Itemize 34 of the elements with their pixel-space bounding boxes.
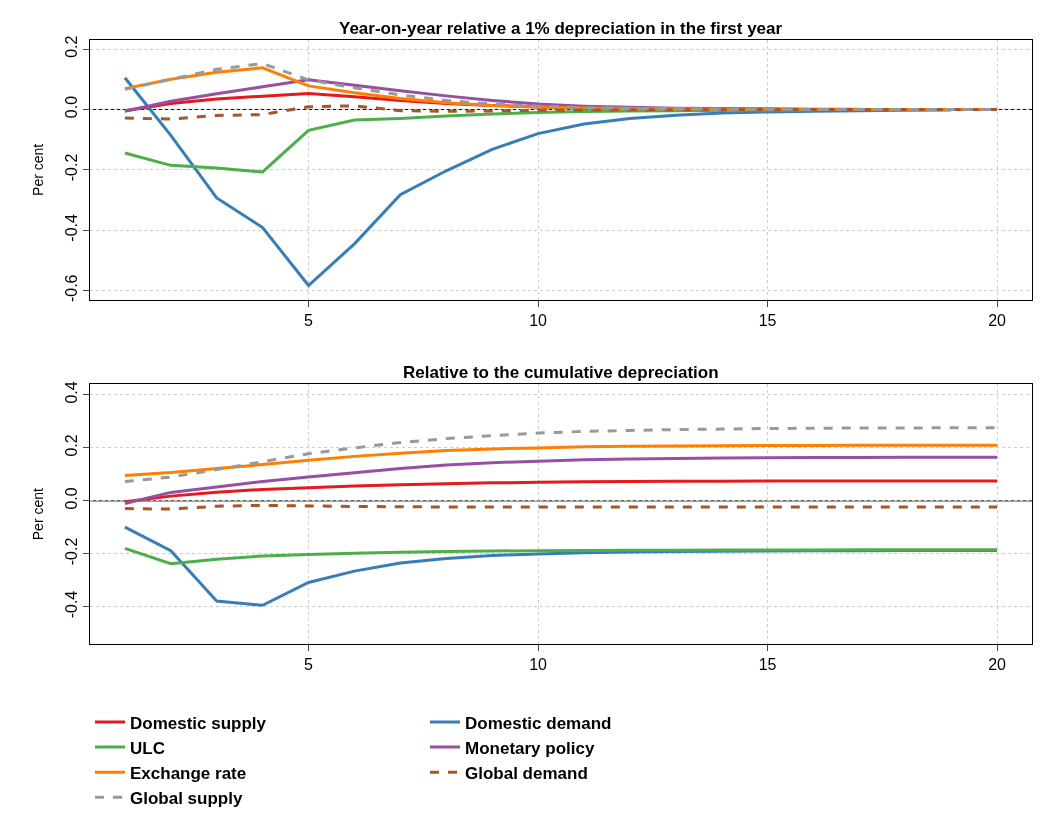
line-series [123, 443, 999, 477]
x-tick-label: 15 [758, 311, 777, 329]
x-tick-label: 5 [304, 311, 314, 329]
y-tick-label: 0.2 [62, 434, 80, 457]
legend-label: Domestic supply [130, 713, 267, 733]
legend-label: Global supply [130, 788, 243, 808]
x-tick-label: 10 [529, 311, 548, 329]
x-tick-label: 15 [758, 656, 777, 674]
y-tick-label: 0.4 [62, 381, 80, 404]
y-tick-label: -0.2 [62, 153, 80, 182]
line-series [123, 455, 999, 506]
legend-label: Monetary policy [465, 738, 595, 758]
x-tick-label: 10 [529, 656, 548, 674]
legend-label: ULC [130, 738, 165, 758]
y-axis-title: Per cent [30, 487, 47, 541]
legend-label: Exchange rate [130, 763, 247, 783]
legend-label: Global demand [465, 763, 588, 783]
y-tick-label: -0.4 [62, 213, 80, 242]
legend-label: Domestic demand [465, 713, 612, 733]
y-tick-label: -0.2 [62, 537, 80, 566]
chart-title: Year-on-year relative a 1% depreciation in the first year [339, 19, 783, 38]
y-tick-label: -0.4 [62, 590, 80, 619]
y-axis-title: Per cent [30, 143, 47, 196]
line-series [123, 546, 999, 566]
y-tick-label: 0.0 [62, 487, 80, 510]
line-series [123, 104, 999, 121]
y-tick-label: 0.0 [62, 95, 80, 119]
x-tick-label: 5 [304, 656, 314, 674]
y-tick-label: -0.6 [62, 274, 80, 303]
x-tick-label: 20 [988, 656, 1007, 674]
x-tick-label: 20 [988, 311, 1007, 329]
line-series [123, 479, 999, 504]
chart-title: Relative to the cumulative depreciation [403, 363, 719, 382]
y-tick-label: 0.2 [62, 35, 80, 58]
